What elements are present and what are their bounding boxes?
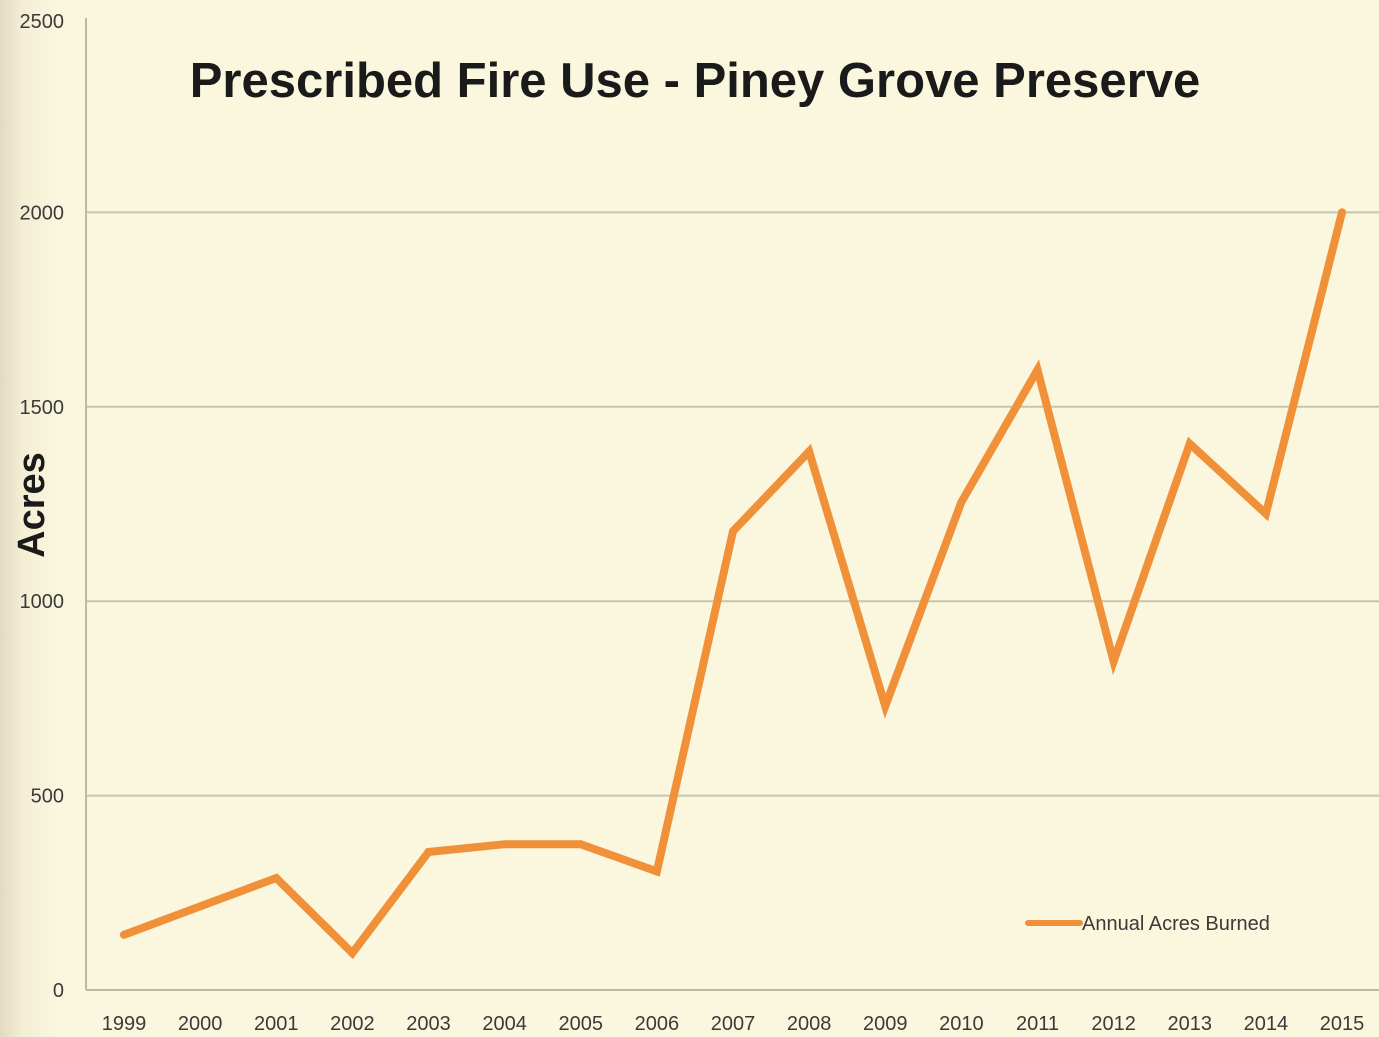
x-tick-label: 1999 <box>102 1013 147 1035</box>
gridlines <box>86 211 1379 797</box>
data-point <box>1185 439 1194 448</box>
x-tick-label: 2005 <box>559 1013 604 1035</box>
y-axis-label: Acres <box>11 452 53 558</box>
y-tick-label: 500 <box>31 786 64 808</box>
x-tick-label: 2000 <box>178 1013 223 1035</box>
data-point <box>881 702 890 711</box>
data-point <box>424 847 433 856</box>
data-point <box>957 498 966 507</box>
data-point <box>1261 509 1270 518</box>
x-axis-ticks: 1999 2000 2001 2002 2003 2004 2005 2006 2007 2008… <box>102 1013 1365 1035</box>
data-point <box>1033 365 1042 374</box>
data-point <box>652 867 661 876</box>
x-tick-label: 2004 <box>482 1013 527 1035</box>
data-point <box>729 527 737 536</box>
series-lines <box>120 208 1346 960</box>
data-point <box>1109 657 1118 666</box>
x-tick-label: 2011 <box>1016 1013 1059 1035</box>
x-tick-label: 2010 <box>939 1013 984 1035</box>
y-tick-label: 1500 <box>20 397 65 419</box>
x-tick-label: 2015 <box>1320 1013 1365 1035</box>
data-point <box>272 874 281 883</box>
y-tick-label: 0 <box>53 980 64 1002</box>
data-point <box>576 840 585 849</box>
data-point <box>500 840 509 849</box>
chart-title: Prescribed Fire Use - Piney Grove Preser… <box>190 54 1200 108</box>
y-tick-label: 2000 <box>20 202 65 224</box>
data-point <box>1338 208 1346 217</box>
data-point <box>120 930 128 939</box>
x-tick-label: 2014 <box>1244 1013 1289 1035</box>
series-line-annual-acres-burned <box>120 208 1346 960</box>
x-tick-label: 2002 <box>330 1013 375 1035</box>
x-tick-label: 2007 <box>711 1013 756 1035</box>
data-point <box>196 902 205 911</box>
data-point <box>805 447 814 456</box>
x-tick-label: 2013 <box>1168 1013 1213 1035</box>
legend: Annual Acres Burned <box>1025 913 1270 935</box>
x-tick-label: 2003 <box>406 1013 451 1035</box>
legend-label: Annual Acres Burned <box>1082 913 1270 935</box>
x-tick-label: 2008 <box>787 1013 832 1035</box>
y-tick-label: 2500 <box>20 11 65 33</box>
x-tick-label: 2001 <box>254 1013 299 1035</box>
x-tick-label: 2009 <box>863 1013 908 1035</box>
x-tick-label: 2012 <box>1091 1013 1136 1035</box>
y-tick-label: 1000 <box>20 591 65 613</box>
y-axis-ticks: 0 500 1000 1500 2000 2500 <box>20 11 65 1002</box>
x-tick-label: 2006 <box>635 1013 680 1035</box>
data-point <box>348 949 357 958</box>
